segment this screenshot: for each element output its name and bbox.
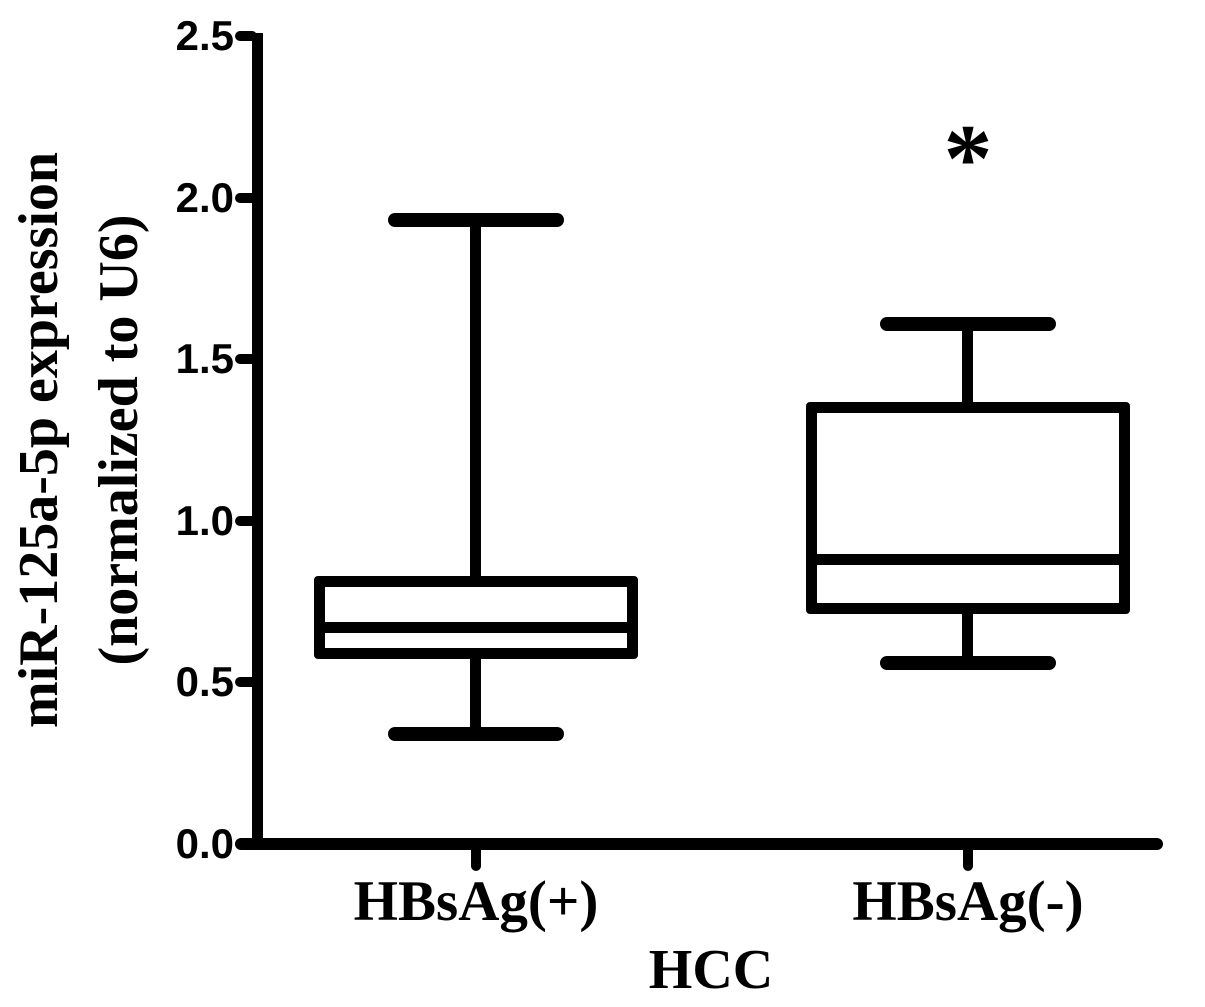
x-axis-tick: [963, 846, 973, 871]
y-tick-label: 1.0: [175, 496, 234, 544]
lower-whisker-stem: [962, 608, 973, 663]
y-axis-tick: [235, 31, 257, 41]
y-axis-title-line1: miR-125a-5p expression: [8, 151, 70, 729]
median-line: [319, 621, 633, 633]
x-axis-title: HCC: [648, 939, 774, 1001]
y-axis-line: [251, 33, 263, 850]
y-tick-label: 0.5: [175, 658, 234, 706]
y-tick-label: 0.0: [175, 820, 234, 867]
y-axis-title-line2: (normalized to U6): [88, 214, 150, 666]
category-label-hbsag-positive: HBsAg(+): [353, 870, 599, 933]
x-axis-tick: [471, 846, 481, 871]
y-tick-label: 1.5: [175, 335, 234, 383]
y-axis-title: miR-125a-5p expression (normalized to U6…: [0, 0, 159, 890]
upper-whisker-cap: [880, 316, 1056, 331]
box-iqr: [806, 401, 1130, 615]
lower-whisker-cap: [880, 656, 1056, 670]
lower-whisker-cap: [388, 727, 564, 742]
upper-whisker-stem: [470, 220, 481, 583]
upper-whisker-stem: [962, 323, 973, 408]
y-axis-tick: [235, 677, 257, 688]
significance-asterisk: *: [943, 105, 993, 213]
box-iqr: [314, 576, 638, 660]
upper-whisker-cap: [388, 213, 564, 228]
y-tick-label: 2.5: [175, 12, 234, 59]
y-axis-tick: [235, 192, 257, 203]
y-axis-tick: [235, 354, 257, 365]
lower-whisker-stem: [470, 653, 481, 735]
median-line: [811, 554, 1125, 566]
x-axis-line: [235, 838, 1163, 850]
category-label-hbsag-negative: HBsAg(-): [852, 870, 1084, 933]
y-axis-tick: [235, 515, 257, 526]
y-tick-label: 2.0: [175, 173, 234, 221]
